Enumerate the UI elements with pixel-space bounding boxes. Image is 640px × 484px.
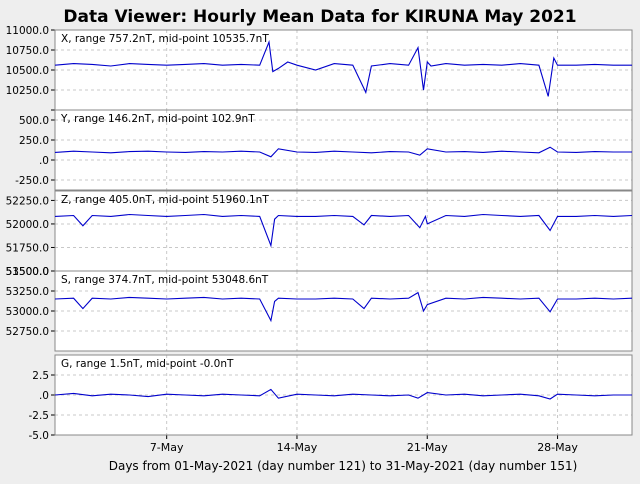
series-line-3-0 xyxy=(54,291,633,323)
y-tick-label: 51750.0 xyxy=(6,242,49,254)
y-tick-label: 10250.0 xyxy=(6,85,49,97)
plot-area xyxy=(55,191,632,271)
series-line-1-0 xyxy=(54,146,632,158)
series-line-2-0 xyxy=(54,213,633,248)
y-tick-label: 250.0 xyxy=(19,135,49,147)
y-tick-label: 10750.0 xyxy=(6,45,49,57)
x-axis-label: Days from 01-May-2021 (day number 121) t… xyxy=(109,459,578,473)
plot-frame xyxy=(54,270,633,352)
panel-3: 52750.0 53000.0 53250.0 53500.0 S, range 374… xyxy=(6,266,633,352)
y-tick-label: -2.5 xyxy=(29,410,50,422)
panel-1: -250.0 .0 250.0 500.0 Y, range 146.2nT, mid-… xyxy=(15,109,633,191)
panel-label: S, range 374.7nT, mid-point 53048.6nT xyxy=(61,274,269,286)
y-tick-label: 2.5 xyxy=(32,370,49,382)
panel-4: 7-May 14-May 21-May 28-May -5.0 -2.5 .0 2.5 G, r… xyxy=(29,354,633,454)
series-line-4-0 xyxy=(54,388,632,400)
y-tick-label: 51500.0 xyxy=(6,266,49,278)
x-tick-label: 28-May xyxy=(537,441,578,454)
y-tick-label: -5.0 xyxy=(29,430,50,442)
y-tick-label: 500.0 xyxy=(19,115,49,127)
y-tick-label: 52250.0 xyxy=(6,195,49,207)
plot-area xyxy=(55,110,632,190)
panel-label: Z, range 405.0nT, mid-point 51960.1nT xyxy=(61,194,269,206)
panel-2: 51500.0 51750.0 52000.0 52250.0 Z, range 405… xyxy=(6,190,633,278)
y-tick-label: -250.0 xyxy=(15,175,49,187)
panel-label: X, range 757.2nT, mid-point 10535.7nT xyxy=(61,33,269,45)
panel-0: 10250.0 10500.0 10750.0 11000.0 X, range 757… xyxy=(6,25,633,111)
chart-title: Data Viewer: Hourly Mean Data for KIRUNA… xyxy=(63,7,576,27)
x-tick-label: 7-May xyxy=(150,441,184,454)
x-tick-label: 14-May xyxy=(277,441,318,454)
y-tick-label: .0 xyxy=(39,155,49,167)
x-tick-label: 21-May xyxy=(407,441,448,454)
y-tick-label: 53250.0 xyxy=(6,286,49,298)
y-tick-label: 52000.0 xyxy=(6,219,49,231)
y-tick-label: .0 xyxy=(39,390,49,402)
panel-label: G, range 1.5nT, mid-point -0.0nT xyxy=(61,358,234,370)
y-tick-label: 53500.0 xyxy=(6,266,49,278)
y-tick-label: 11000.0 xyxy=(6,25,49,37)
series-line-0-0 xyxy=(54,39,632,97)
y-tick-label: 10500.0 xyxy=(6,65,49,77)
panel-label: Y, range 146.2nT, mid-point 102.9nT xyxy=(60,113,255,125)
y-tick-label: 53000.0 xyxy=(6,306,49,318)
y-tick-label: 52750.0 xyxy=(6,326,49,338)
plot-frame xyxy=(54,109,633,191)
